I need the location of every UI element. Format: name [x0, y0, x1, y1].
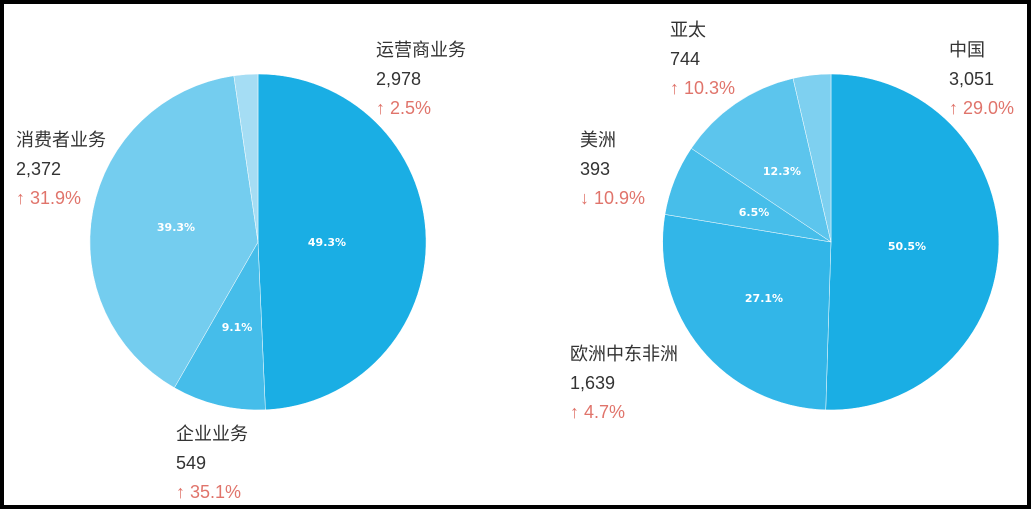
label-value: 1,639: [570, 373, 616, 393]
label-americas: 美洲 393 ↓ 10.9%: [580, 126, 645, 213]
pct-apac: 12.3%: [763, 165, 801, 178]
slice-enterprise[interactable]: [174, 241, 266, 411]
slice-other-region[interactable]: [792, 73, 832, 243]
label-name: 亚太: [670, 20, 706, 40]
slice-emea[interactable]: [662, 214, 832, 411]
right-pie: 50.5% 27.1% 6.5% 12.3%: [662, 73, 1000, 411]
label-change: ↑ 29.0%: [949, 98, 1015, 118]
label-name: 欧洲中东非洲: [570, 344, 678, 364]
label-name: 企业业务: [176, 424, 248, 444]
slice-apac[interactable]: [690, 78, 832, 243]
label-value: 549: [176, 453, 207, 473]
slice-consumer[interactable]: [89, 75, 259, 389]
label-emea: 欧洲中东非洲 1,639 ↑ 4.7%: [570, 340, 678, 427]
label-consumer: 消费者业务 2,372 ↑ 31.9%: [16, 126, 106, 213]
slice-carrier[interactable]: [257, 73, 427, 411]
left-pie: 49.3% 9.1% 39.3%: [89, 73, 427, 411]
pct-consumer: 39.3%: [157, 221, 195, 234]
slice-china[interactable]: [825, 73, 1000, 411]
slice-other[interactable]: [233, 73, 259, 243]
pct-china: 50.5%: [888, 240, 926, 253]
label-name: 美洲: [580, 130, 616, 150]
label-change: ↑ 2.5%: [376, 98, 432, 118]
label-carrier: 运营商业务 2,978 ↑ 2.5%: [376, 36, 466, 123]
label-value: 2,372: [16, 159, 62, 179]
label-change: ↑ 31.9%: [16, 188, 82, 208]
label-name: 运营商业务: [376, 40, 466, 60]
label-name: 消费者业务: [16, 130, 106, 150]
pct-emea: 27.1%: [745, 292, 783, 305]
chart-panel: 49.3% 9.1% 39.3% 50.5% 27.1% 6.5% 12.3% …: [4, 4, 1027, 505]
pct-enterprise: 9.1%: [222, 321, 253, 334]
label-change: ↑ 4.7%: [570, 402, 626, 422]
label-value: 393: [580, 159, 611, 179]
label-apac: 亚太 744 ↑ 10.3%: [670, 16, 735, 103]
label-value: 2,978: [376, 69, 422, 89]
pct-carrier: 49.3%: [308, 236, 346, 249]
label-enterprise: 企业业务 549 ↑ 35.1%: [176, 420, 248, 505]
label-change: ↑ 35.1%: [176, 482, 242, 502]
pie-charts: 49.3% 9.1% 39.3% 50.5% 27.1% 6.5% 12.3%: [89, 73, 1000, 411]
label-change: ↑ 10.3%: [670, 78, 736, 98]
label-name: 中国: [949, 40, 985, 60]
label-change: ↓ 10.9%: [580, 188, 646, 208]
label-value: 744: [670, 49, 701, 69]
label-china: 中国 3,051 ↑ 29.0%: [949, 36, 1014, 123]
label-value: 3,051: [949, 69, 995, 89]
pct-americas: 6.5%: [739, 206, 770, 219]
